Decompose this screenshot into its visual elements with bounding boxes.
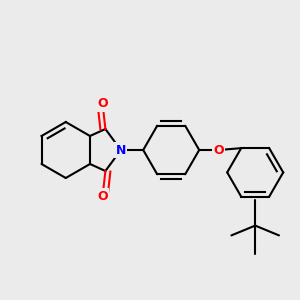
Text: O: O	[97, 190, 108, 203]
Text: O: O	[97, 97, 108, 110]
Text: N: N	[116, 143, 126, 157]
Text: O: O	[214, 143, 224, 157]
